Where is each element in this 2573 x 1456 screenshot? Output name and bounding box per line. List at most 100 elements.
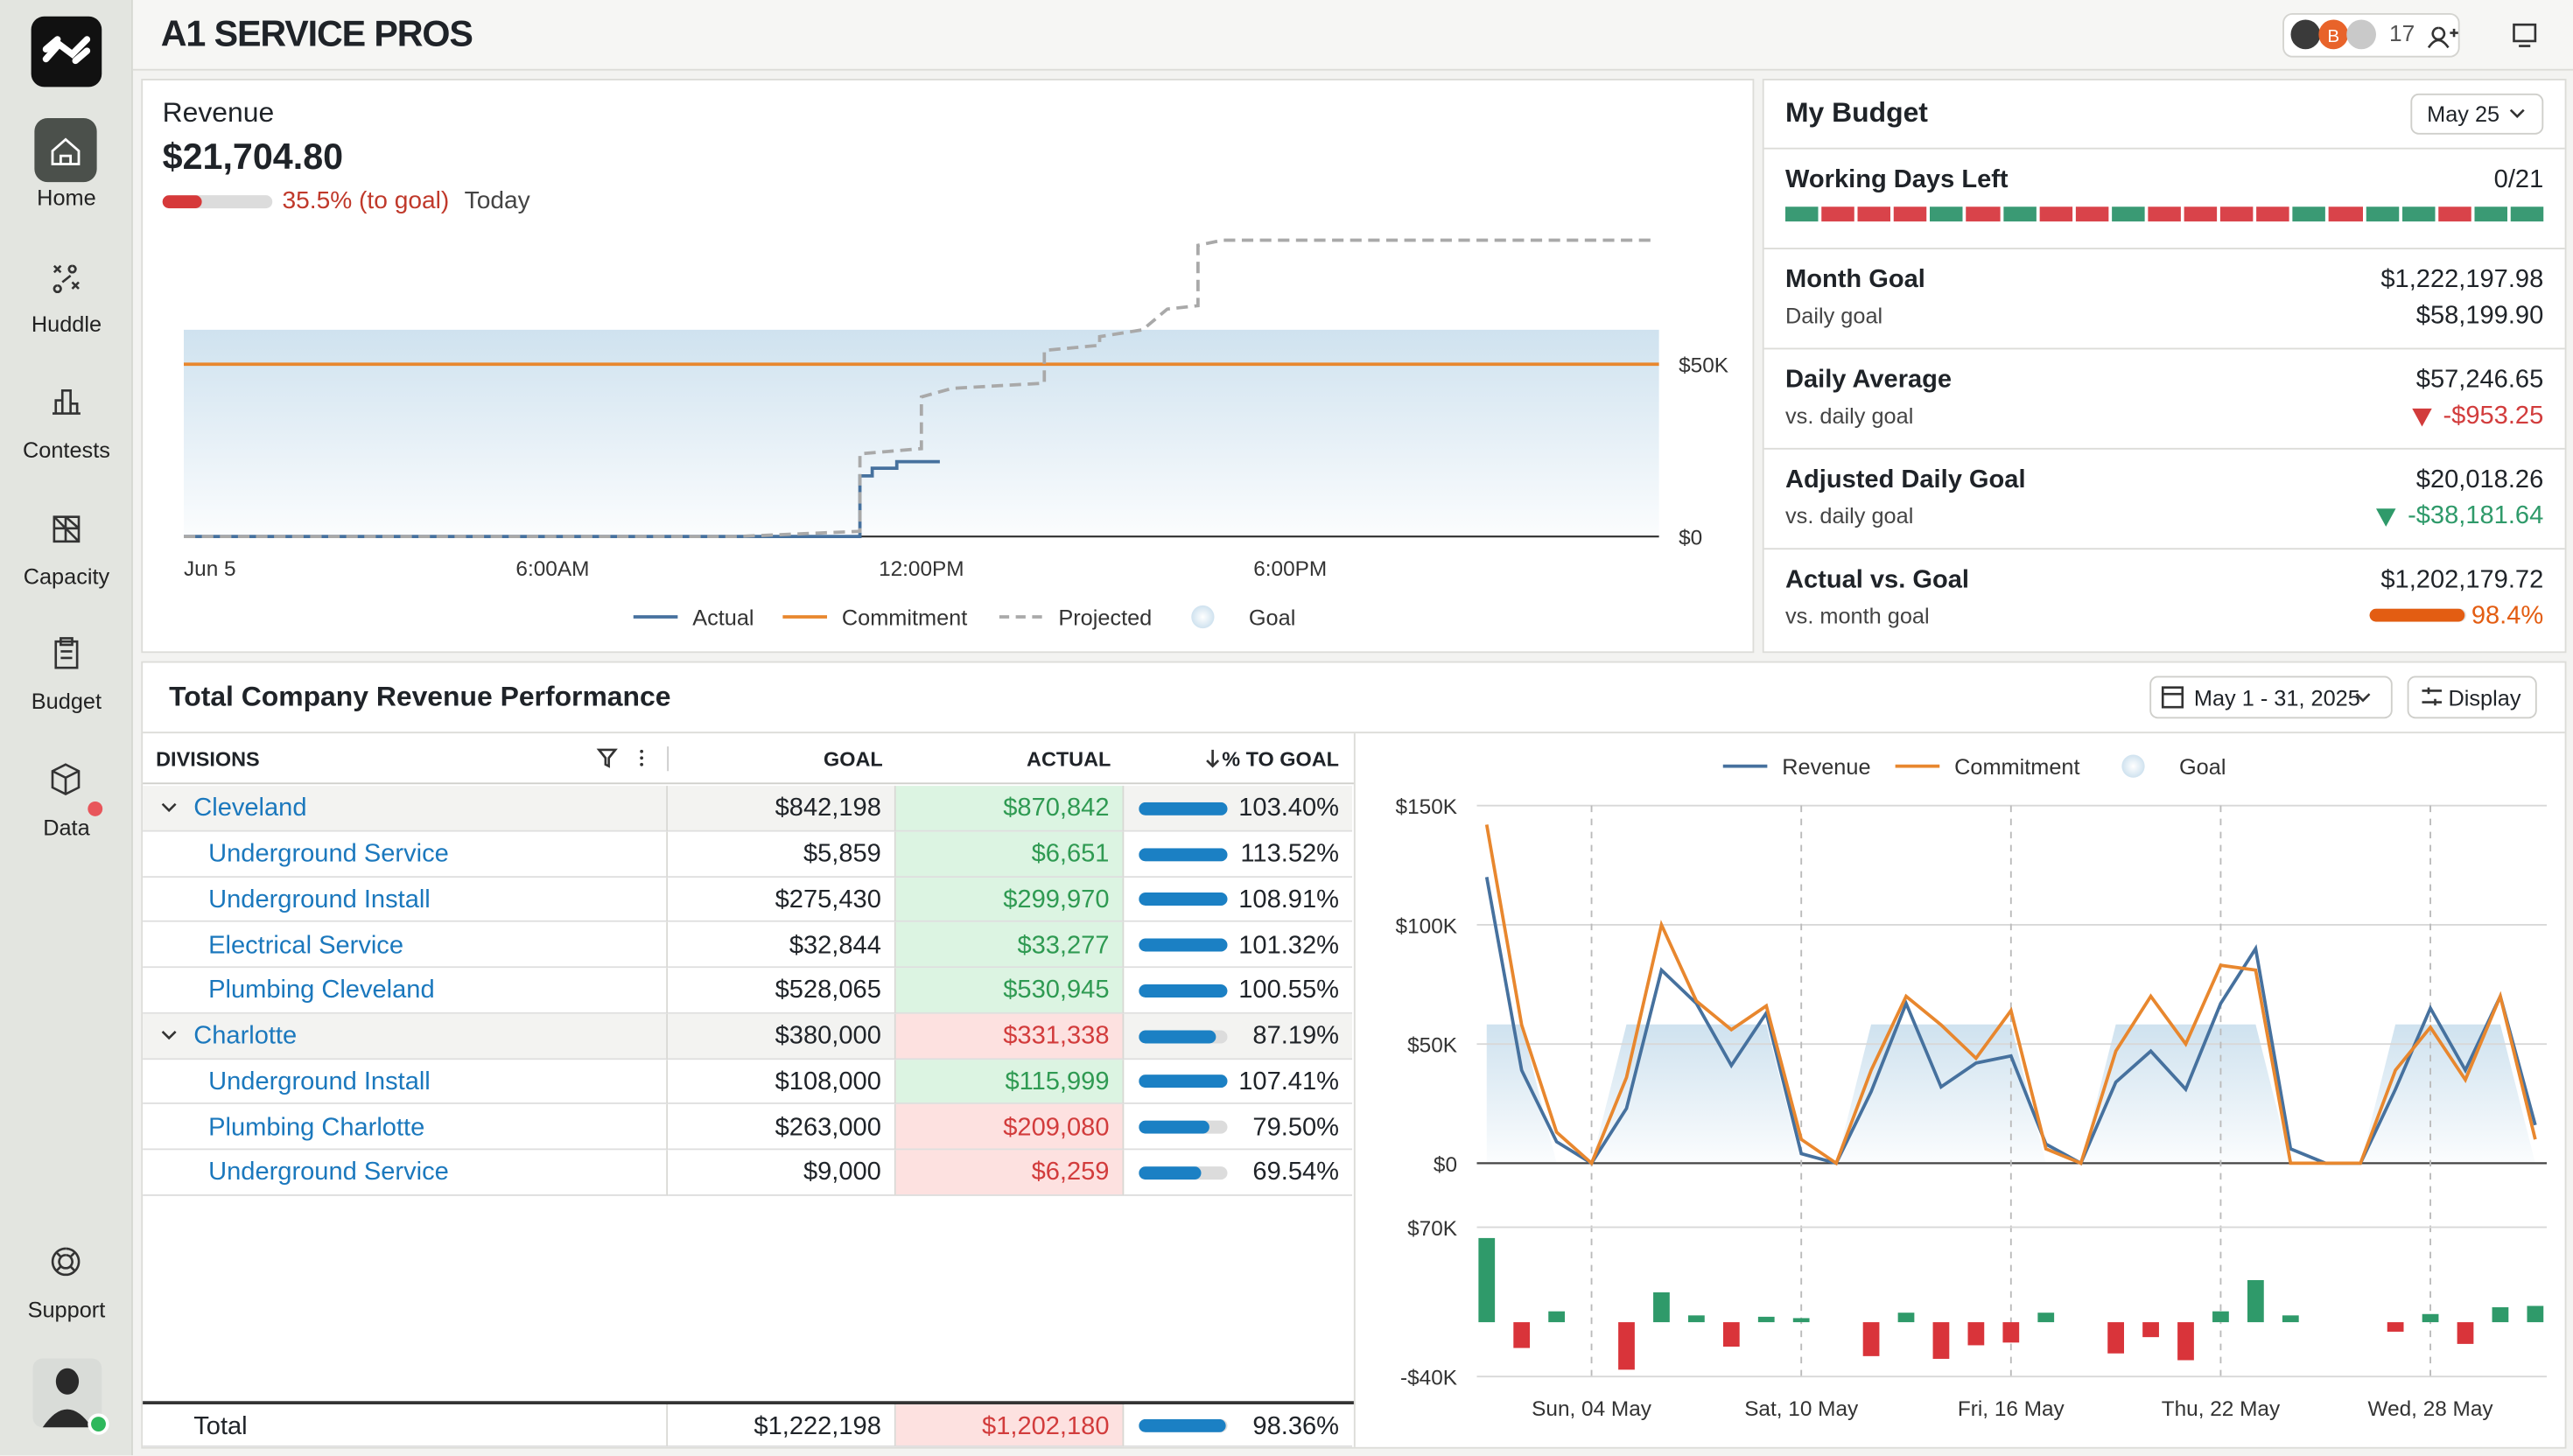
column-header[interactable]: ACTUAL	[1027, 748, 1111, 772]
row-sub-value: $58,199.90	[2415, 302, 2544, 330]
table-cell: $528,065	[668, 968, 896, 1014]
row-sub-value: 98.4%	[2471, 602, 2544, 630]
table-cell: $380,000	[668, 1013, 896, 1060]
budget-card	[1762, 79, 2567, 654]
table-cell: $1,222,198	[668, 1404, 896, 1447]
nav-label[interactable]: Home	[37, 185, 96, 210]
day-segment	[2437, 206, 2471, 222]
revenue-card	[141, 79, 1755, 654]
table-cell: 103.40%	[1124, 786, 1352, 832]
day-segment	[2401, 206, 2435, 222]
table-cell: $5,859	[668, 831, 896, 878]
day-segment	[2075, 206, 2109, 222]
percent-fill	[1139, 1074, 1228, 1088]
percent-track	[1139, 1029, 1228, 1043]
percent-fill	[1139, 1029, 1216, 1043]
table-cell: $108,000	[668, 1059, 896, 1105]
card-title: Total Company Revenue Performance	[169, 681, 671, 712]
division-name[interactable]: Underground Install	[143, 1059, 669, 1105]
day-segment	[1821, 206, 1855, 222]
row-label: Actual vs. Goal	[1785, 565, 1969, 594]
percent-fill	[1139, 892, 1228, 906]
row-value: $57,246.65	[2415, 366, 2544, 394]
day-segment	[2111, 206, 2145, 222]
day-segment	[2292, 206, 2326, 222]
day-segment	[2256, 206, 2290, 222]
row-value: 0/21	[2493, 165, 2544, 194]
division-name[interactable]: Underground Service	[143, 831, 669, 878]
percent-track	[1139, 892, 1228, 906]
divider	[143, 782, 1354, 785]
row-value: $1,222,197.98	[2380, 265, 2544, 294]
column-header[interactable]: % TO GOAL	[1222, 748, 1339, 772]
row-sub: Daily goal	[1785, 303, 1883, 328]
row-label: Month Goal	[1785, 265, 1925, 294]
row-value: $1,202,179.72	[2380, 565, 2544, 594]
table-cell: $263,000	[668, 1104, 896, 1151]
team-avatars[interactable]	[2282, 13, 2460, 58]
display-button[interactable]: Display	[2407, 676, 2537, 719]
row-sub: vs. month goal	[1785, 604, 1930, 629]
table-cell: $870,842	[895, 786, 1125, 832]
day-segment	[2184, 206, 2218, 222]
percent-track	[1139, 984, 1228, 998]
day-segment	[1967, 206, 2000, 222]
division-name[interactable]: Underground Install	[143, 877, 669, 923]
division-name[interactable]: Cleveland	[143, 786, 669, 832]
nav-label[interactable]: Budget	[31, 689, 102, 714]
progress-fill	[2369, 608, 2465, 622]
nav-label[interactable]: Capacity	[23, 564, 110, 590]
table-cell: $6,651	[895, 831, 1125, 878]
division-name[interactable]: Charlotte	[143, 1013, 669, 1060]
progress-fill	[162, 195, 202, 209]
divider	[1353, 733, 1356, 1447]
card-title: Revenue	[162, 96, 275, 129]
day-segment	[1930, 206, 1964, 222]
percent-fill	[1139, 802, 1228, 816]
divider	[1763, 147, 2565, 150]
percent-track	[1139, 1166, 1228, 1180]
day-segment	[2329, 206, 2363, 222]
percent-fill	[1139, 1120, 1209, 1134]
divider	[143, 1401, 1354, 1404]
table-cell: $115,999	[895, 1059, 1125, 1105]
percent-fill	[1139, 1418, 1226, 1432]
day-segment	[1894, 206, 1927, 222]
percent-fill	[1139, 847, 1228, 861]
column-header[interactable]: GOAL	[824, 748, 883, 772]
nav-label[interactable]: Huddle	[31, 312, 102, 337]
revenue-amount: $21,704.80	[162, 136, 344, 178]
table-cell: $1,202,180	[895, 1404, 1125, 1447]
day-segment	[2510, 206, 2544, 222]
percent-track	[1139, 938, 1228, 952]
table-cell: $299,970	[895, 877, 1125, 923]
divider	[1763, 548, 2565, 550]
row-sub: vs. daily goal	[1785, 403, 1914, 429]
nav-label[interactable]: Contests	[22, 438, 110, 463]
percent-track	[1139, 1074, 1228, 1088]
division-name[interactable]: Underground Service	[143, 1150, 669, 1196]
divider	[1763, 447, 2565, 450]
day-segment	[2474, 206, 2507, 222]
division-name[interactable]: Electrical Service	[143, 922, 669, 969]
table-cell: $530,945	[895, 968, 1125, 1014]
row-label: Daily Average	[1785, 366, 1953, 394]
table-cell: $331,338	[895, 1013, 1125, 1060]
nav-label[interactable]: Support	[27, 1298, 106, 1323]
period-select[interactable]: May 25	[2410, 93, 2544, 135]
division-name[interactable]: Plumbing Charlotte	[143, 1104, 669, 1151]
app-title: A1 SERVICE PROS	[160, 13, 473, 54]
trend-arrow	[2411, 408, 2432, 427]
table-cell: $209,080	[895, 1104, 1125, 1151]
table-cell: $32,844	[668, 922, 896, 969]
trend-arrow	[2376, 508, 2396, 527]
column-header[interactable]: DIVISIONS	[156, 748, 260, 772]
division-name[interactable]: Plumbing Cleveland	[143, 968, 669, 1014]
divider	[143, 732, 2565, 734]
date-button[interactable]: May 1 - 31, 2025	[2149, 676, 2393, 719]
percent-track	[1139, 802, 1228, 816]
nav-label[interactable]: Data	[43, 815, 90, 840]
percent-fill	[1139, 1166, 1201, 1180]
